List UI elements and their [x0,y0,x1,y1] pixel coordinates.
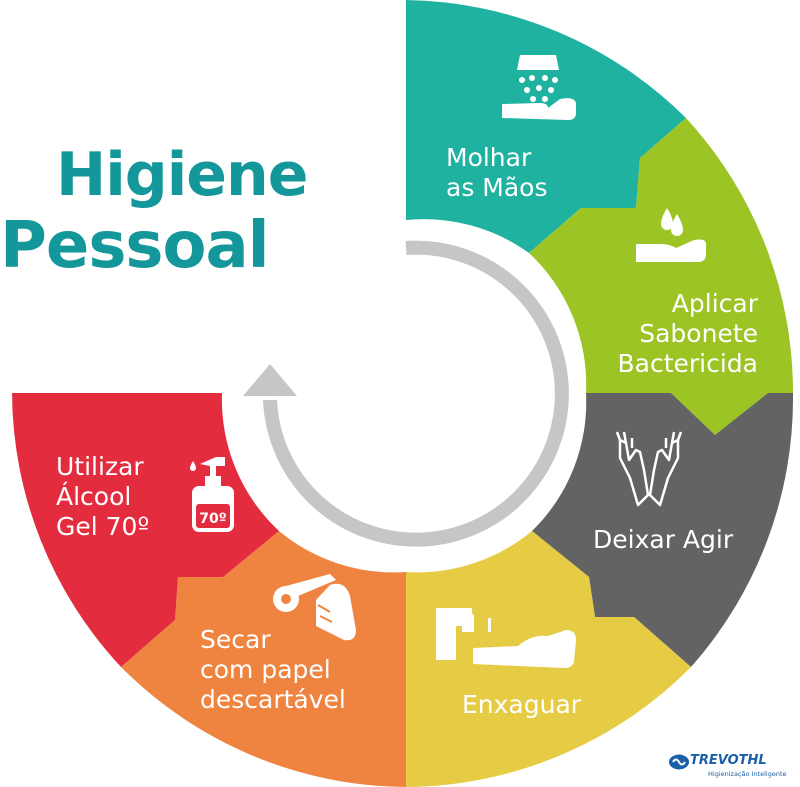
step-secar-line3: descartável [200,685,346,714]
trevothl-logo: TREVOTHL Higienização Inteligente [668,753,798,783]
step-secar-line1: Secar [200,625,271,654]
step-deixar-line1: Deixar Agir [593,525,734,554]
gel-bottle-icon: 70º [190,457,234,532]
step-molhar-line2: as Mãos [446,173,548,202]
step-deixar-label: Deixar Agir [593,525,733,555]
soap-drop-hand-icon [636,208,706,262]
cycle-arrow [263,240,569,547]
title-pessoal: Pessoal [0,209,270,283]
shower-hand-icon [502,55,576,120]
step-secar-label: Secar com papel descartável [200,625,346,715]
step-enxaguar-line1: Enxaguar [462,690,582,719]
step-secar-line2: com papel [200,655,331,684]
step-enxaguar-label: Enxaguar [462,690,581,720]
faucet-hand-icon [436,608,576,668]
cycle-arrowhead [243,364,297,396]
logo-name: TREVOTHL [690,753,767,768]
step-utilizar-line3: Gel 70º [56,512,150,541]
paper-towel-hand-icon [273,574,356,641]
step-aplicar-line2: Sabonete [639,319,758,348]
step-aplicar-line3: Bactericida [617,349,758,378]
rubbing-hands-icon [615,431,683,507]
segment-aplicar [529,118,794,435]
step-utilizar-line2: Álcool [56,482,132,511]
title-higiene: Higiene [56,140,308,210]
gel-bottle-label: 70º [199,511,226,527]
step-aplicar-label: Aplicar Sabonete Bactericida [617,289,758,379]
step-utilizar-line1: Utilizar [56,452,144,481]
step-molhar-label: Molhar as Mãos [446,143,548,203]
segment-deixar [532,393,794,667]
step-utilizar-label: Utilizar Álcool Gel 70º [56,452,149,542]
logo-tagline: Higienização Inteligente [708,770,787,778]
segment-molhar [406,0,686,253]
clover-logo-icon [669,754,689,770]
step-molhar-line1: Molhar [446,143,532,172]
step-aplicar-line1: Aplicar [671,289,758,318]
